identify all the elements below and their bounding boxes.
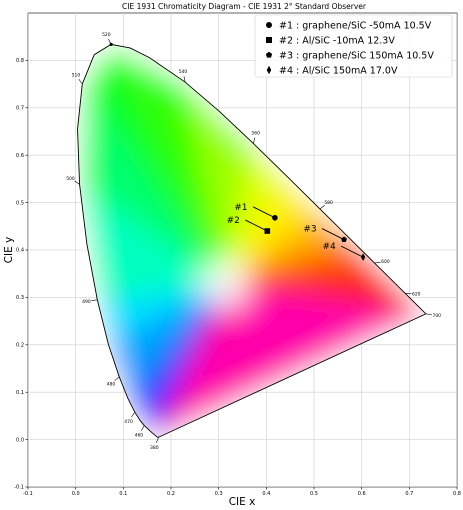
point-2-marker [264,228,271,234]
legend-entry-2: #2 : Al/SiC -10mA 12.3V [279,35,395,46]
wavelength-tick [91,299,98,301]
wavelength-tick [183,76,186,83]
x-tick-label: 0.1 [119,491,127,497]
point-1-leader [252,206,276,219]
x-tick-label: 0.8 [453,491,461,497]
y-axis-label: CIE y [3,237,15,264]
y-tick-label: -0.1 [14,485,24,491]
point-4-label: #4 [322,242,336,252]
locus-peak-marker [109,42,113,46]
legend-entry-4: #4 : Al/SiC 150mA 17.0V [279,65,398,76]
wavelength-tick [156,437,159,443]
point-2-leader [245,219,268,232]
wavelength-label: 470 [124,419,133,425]
point-4-marker [360,253,366,262]
wavelength-label: 540 [179,69,188,75]
wavelength-label: 480 [107,382,116,388]
x-axis-label: CIE x [229,496,256,508]
wavelength-label: 600 [381,259,390,265]
legend-marker-2 [266,37,272,43]
wavelength-tick [253,137,256,144]
legend-marker-4 [266,65,272,75]
y-tick-label: 0.8 [16,58,24,64]
x-tick-label: 0.2 [167,491,175,497]
y-tick-label: 0.3 [16,295,24,301]
wavelength-label: 580 [324,200,333,206]
wavelength-tick [425,313,432,316]
x-tick-label: 0.7 [405,491,413,497]
wavelength-label: 460 [135,433,144,439]
legend: #1 : graphene/SiC -50mA 10.5V #2 : Al/SiC… [254,14,453,78]
data-points: #1 #2 #3 #4 [227,203,366,262]
y-tick-label: 0.0 [16,437,24,443]
point-2-label: #2 [227,216,240,226]
x-tick-label: 0.5 [310,491,318,497]
wavelength-tick [374,261,381,264]
wavelength-label: 510 [72,73,81,79]
y-tick-label: 0.2 [16,343,24,349]
wavelength-label: 490 [82,299,91,305]
point-1-marker [272,214,278,221]
legend-marker-1 [266,22,272,28]
wavelength-tick [141,425,145,431]
legend-entry-3: #3 : graphene/SiC 150mA 10.5V [279,50,434,61]
y-axis-ticks: -0.1 0.0 0.1 0.2 0.3 0.4 0.5 0.6 0.7 0.8 [14,58,28,491]
wavelength-tick [78,78,83,85]
wavelength-tick [131,412,136,418]
x-tick-label: 0.4 [262,491,270,497]
wavelength-label: 560 [251,130,260,136]
x-tick-label: 0.3 [215,491,223,497]
point-3-label: #3 [303,225,316,235]
legend-marker-3 [265,51,273,58]
y-tick-label: 0.5 [16,200,24,206]
wavelength-tick [114,376,120,381]
wavelength-labels: 380 460 470 480 490 500 510 520 540 560 580 600 620 7… [66,32,441,451]
wavelength-tick [319,205,325,210]
y-tick-label: 0.1 [16,390,24,396]
x-tick-label: -0.1 [23,491,33,497]
chart-title: CIE 1931 Chromaticity Diagram - CIE 1931… [122,2,367,11]
x-axis-ticks: -0.1 0.0 0.1 0.2 0.3 0.4 0.5 0.6 0.7 0.8 [23,487,461,497]
y-tick-label: 0.4 [16,248,24,254]
point-1-label: #1 [234,203,247,213]
legend-box [254,14,453,78]
point-3-marker [341,236,347,243]
wavelength-label: 620 [412,292,421,298]
wavelength-label: 380 [150,445,159,451]
wavelength-label: 500 [66,176,75,182]
y-tick-label: 0.6 [16,153,24,159]
point-3-leader [321,228,345,240]
y-tick-label: 0.7 [16,106,24,112]
x-tick-label: 0.0 [72,491,80,497]
wavelength-label: 700 [432,313,441,319]
x-tick-label: 0.6 [358,491,366,497]
legend-entry-1: #1 : graphene/SiC -50mA 10.5V [279,20,432,31]
point-4-leader [340,245,364,258]
wavelength-label: 520 [102,32,111,38]
wavelength-tick [74,180,80,185]
